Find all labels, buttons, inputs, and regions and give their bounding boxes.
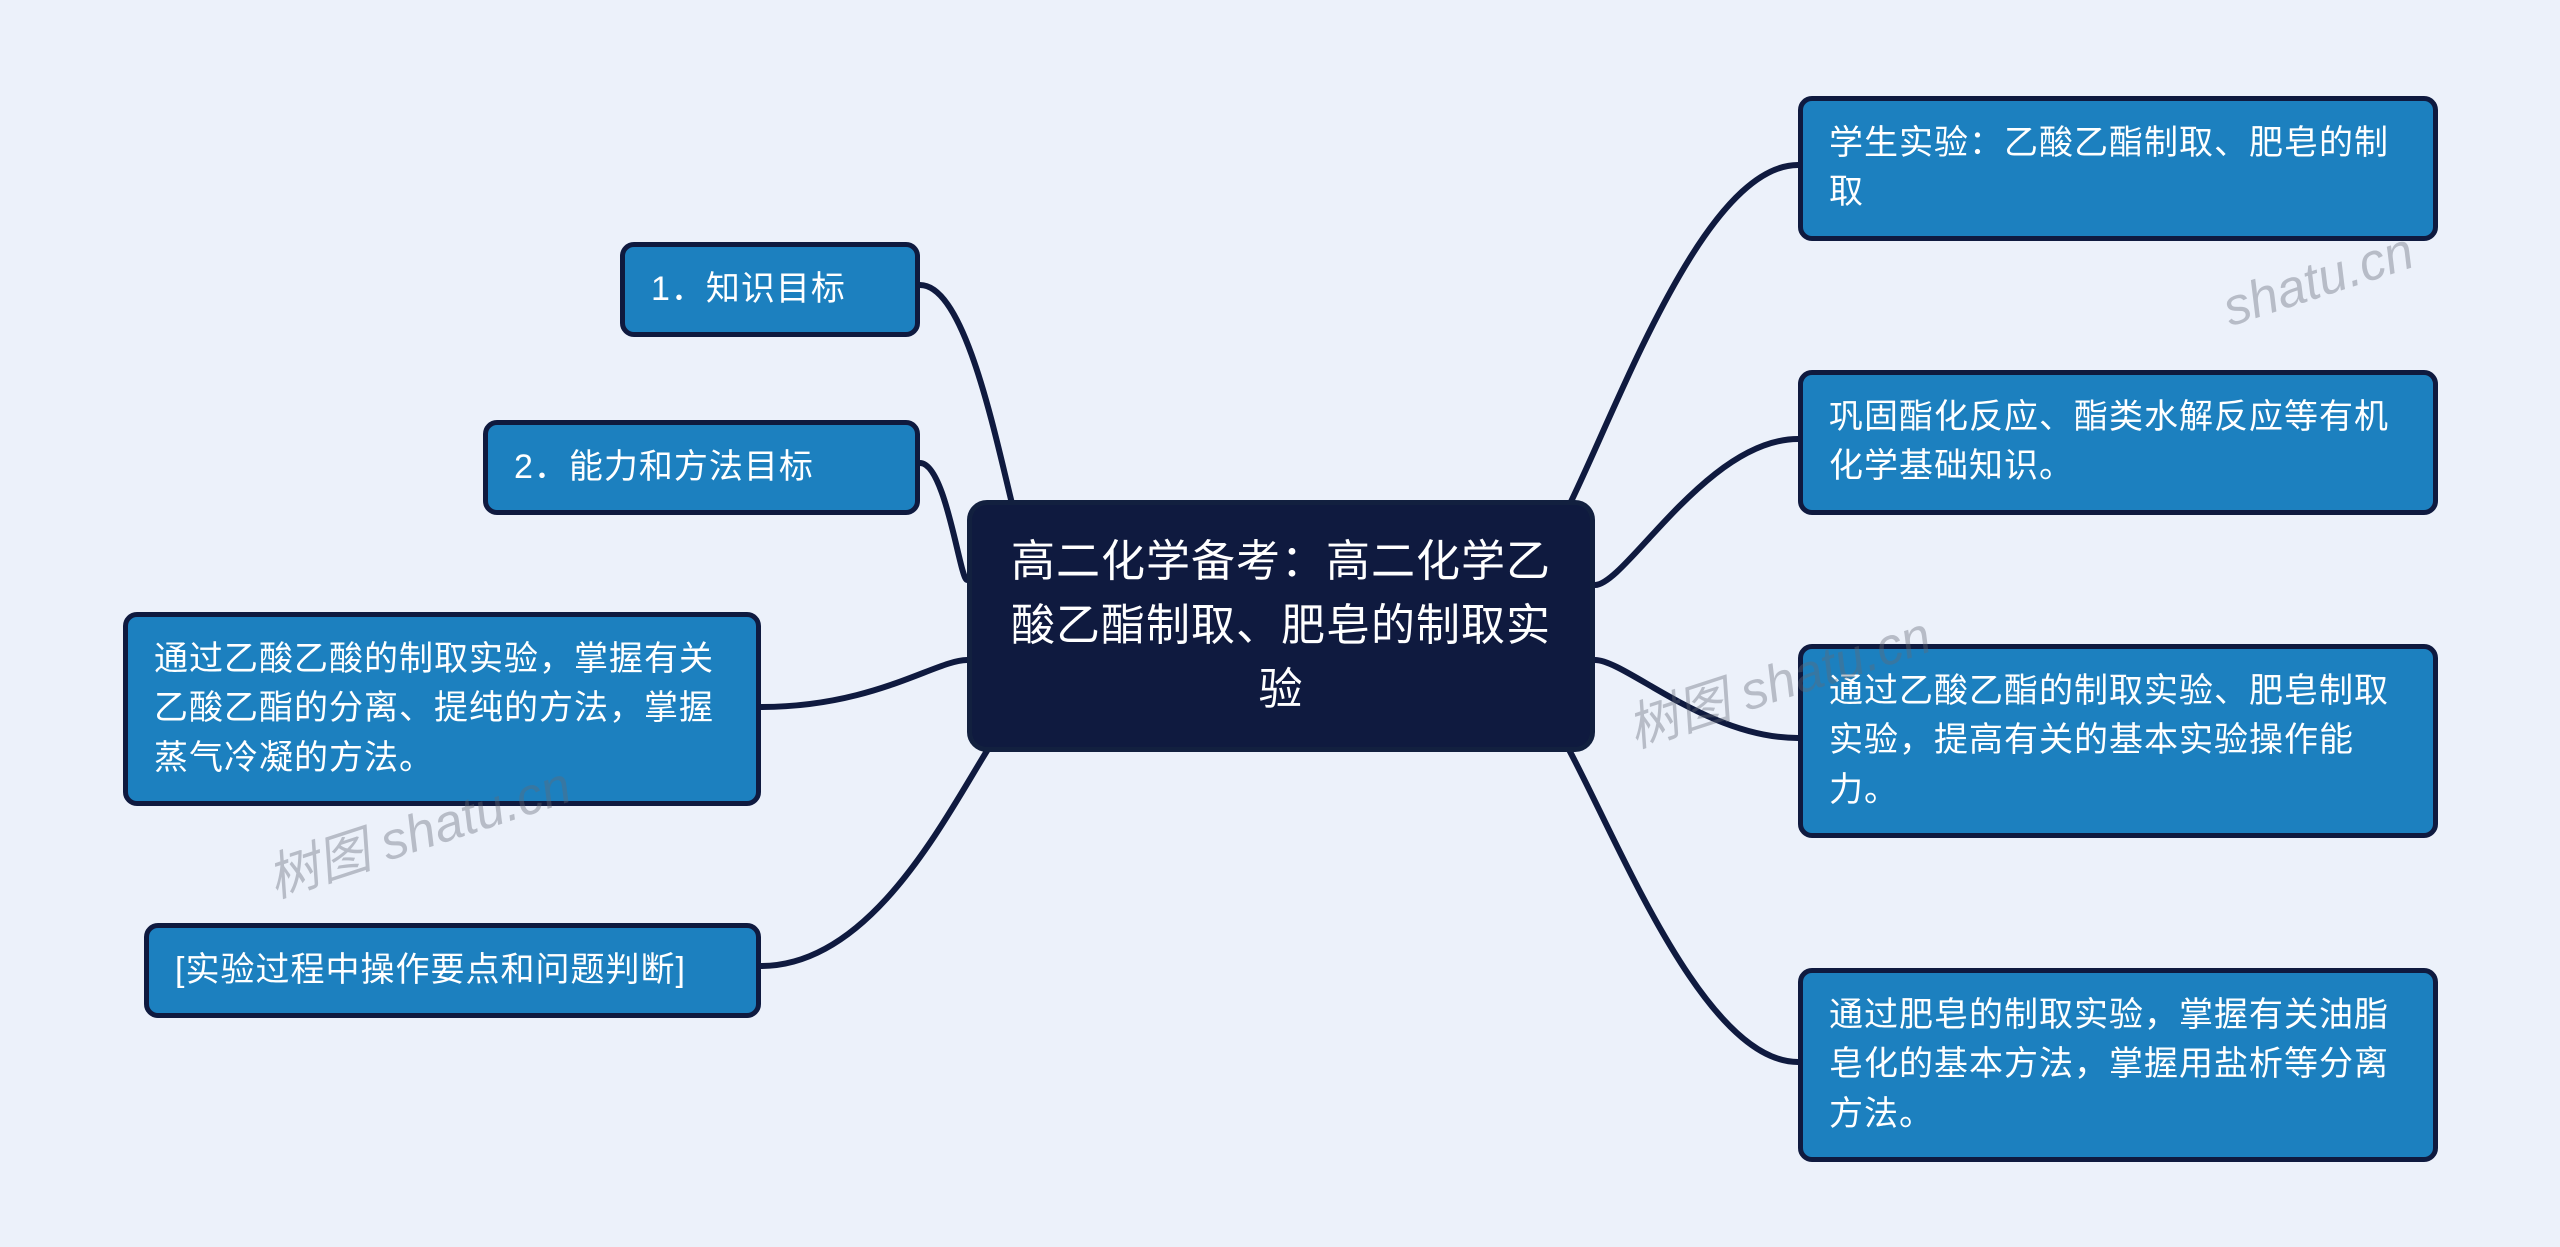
branch-l1-label: 1．知识目标 [651,265,846,314]
branch-r3: 通过乙酸乙酯的制取实验、肥皂制取实验，提高有关的基本实验操作能力。 [1798,644,2438,838]
branch-l2: 2．能力和方法目标 [483,420,920,515]
branch-r2: 巩固酯化反应、酯类水解反应等有机化学基础知识。 [1798,370,2438,515]
center-node-label: 高二化学备考：高二化学乙酸乙酯制取、肥皂的制取实验 [998,530,1564,721]
branch-r2-label: 巩固酯化反应、酯类水解反应等有机化学基础知识。 [1829,393,2407,492]
branch-l3-label: 通过乙酸乙酸的制取实验，掌握有关乙酸乙酯的分离、提纯的方法，掌握蒸气冷凝的方法。 [154,635,730,783]
center-node: 高二化学备考：高二化学乙酸乙酯制取、肥皂的制取实验 [967,500,1595,752]
branch-l2-label: 2．能力和方法目标 [514,443,814,492]
branch-r4: 通过肥皂的制取实验，掌握有关油脂皂化的基本方法，掌握用盐析等分离方法。 [1798,968,2438,1162]
branch-l4-label: [实验过程中操作要点和问题判断] [175,946,686,995]
branch-r3-label: 通过乙酸乙酯的制取实验、肥皂制取实验，提高有关的基本实验操作能力。 [1829,667,2407,815]
mindmap-canvas: 高二化学备考：高二化学乙酸乙酯制取、肥皂的制取实验 1．知识目标 2．能力和方法目标… [0,0,2560,1247]
branch-r4-label: 通过肥皂的制取实验，掌握有关油脂皂化的基本方法，掌握用盐析等分离方法。 [1829,991,2407,1139]
branch-l1: 1．知识目标 [620,242,920,337]
branch-l4: [实验过程中操作要点和问题判断] [144,923,761,1018]
branch-r1-label: 学生实验：乙酸乙酯制取、肥皂的制取 [1829,119,2407,218]
branch-r1: 学生实验：乙酸乙酯制取、肥皂的制取 [1798,96,2438,241]
branch-l3: 通过乙酸乙酸的制取实验，掌握有关乙酸乙酯的分离、提纯的方法，掌握蒸气冷凝的方法。 [123,612,761,806]
